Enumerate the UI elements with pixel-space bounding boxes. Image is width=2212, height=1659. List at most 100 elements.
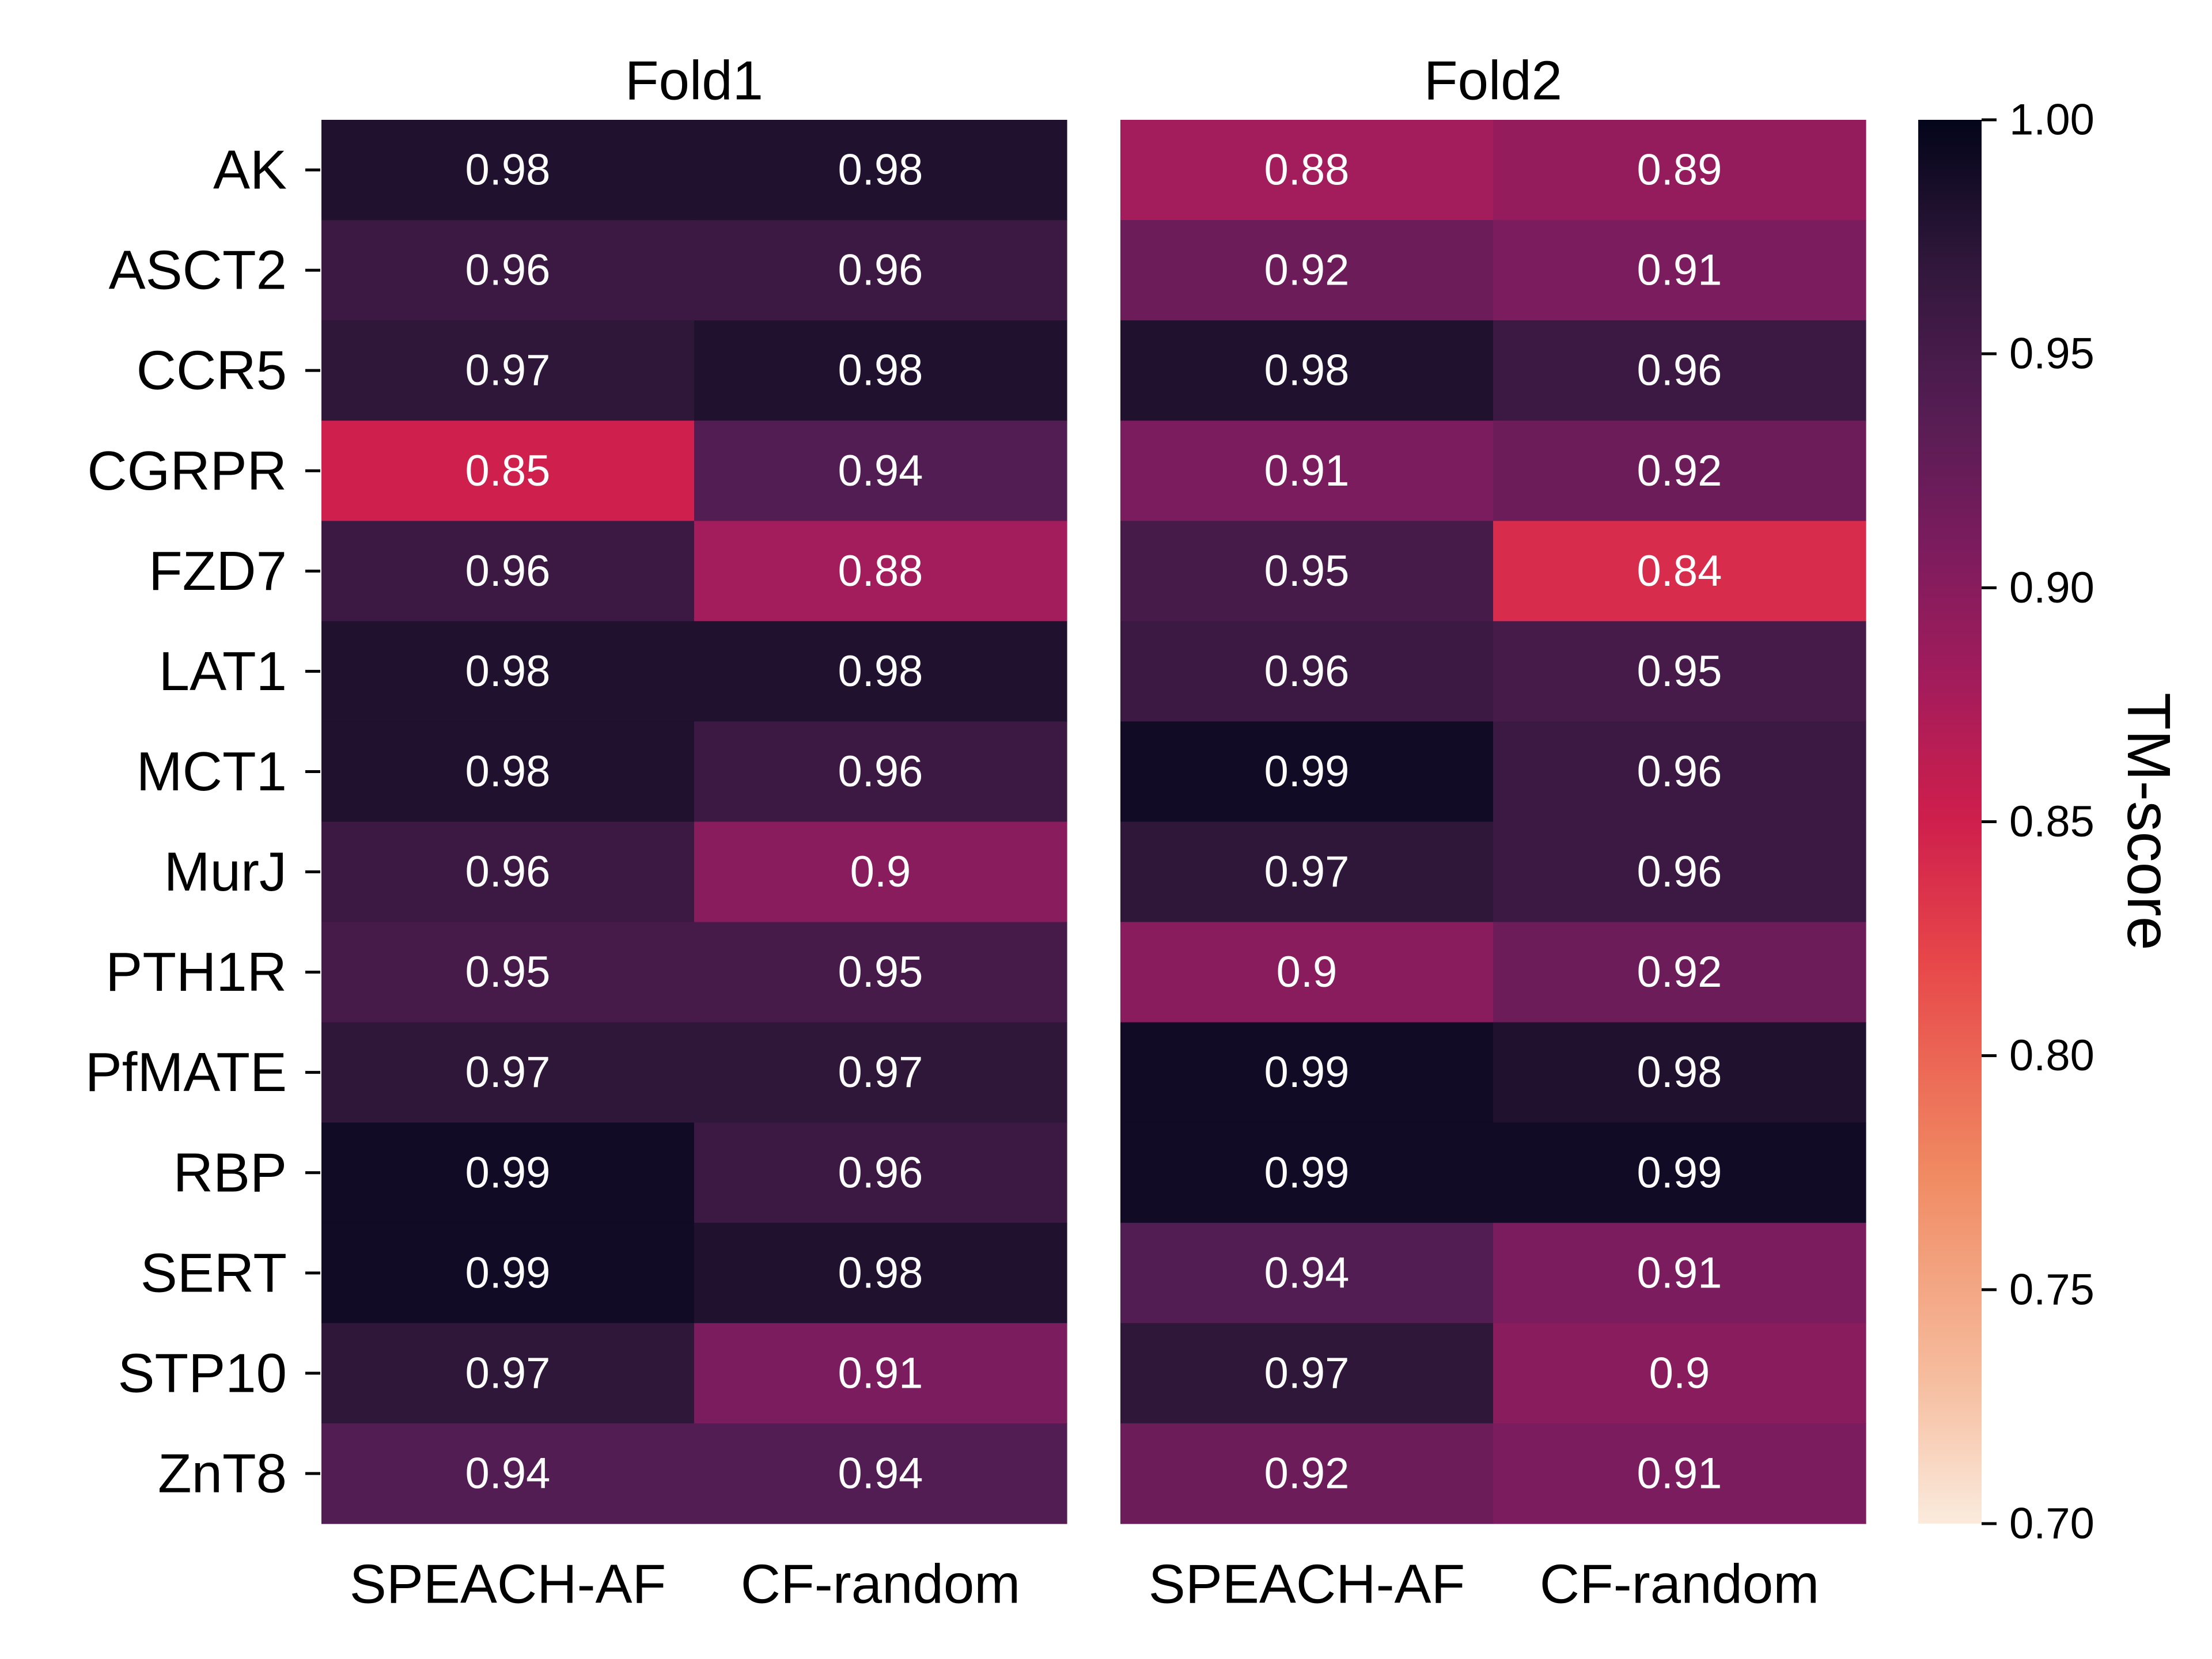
row-label: SERT: [141, 1242, 287, 1304]
heatmap-cell: [1120, 220, 1494, 321]
cell-value-label: 0.94: [465, 1449, 551, 1498]
cell-value-label: 0.96: [1637, 847, 1722, 896]
panel-fold1: 0.98 0.98 0.96 0.96 0.97 0.98 0.85 0.94 0.96 0.88…: [321, 50, 1067, 1615]
cell-value-label: 0.96: [838, 747, 923, 796]
heatmap-cell: [1493, 1323, 1866, 1424]
heatmap-cell: [694, 320, 1067, 421]
heatmap-cell: [1120, 521, 1494, 622]
heatmap-cell: [321, 1323, 695, 1424]
row-label: FZD7: [149, 540, 287, 602]
heatmap-cell: [321, 1122, 695, 1224]
heatmap-cell: [694, 521, 1067, 622]
row-label: LAT1: [159, 641, 287, 702]
cell-value-label: 0.95: [1264, 547, 1350, 596]
cell-value-label: 0.92: [1637, 948, 1722, 997]
cell-value-label: 0.98: [1264, 346, 1350, 395]
heatmap-cell: [321, 220, 695, 321]
cell-value-label: 0.97: [1264, 1349, 1350, 1397]
heatmap-cell: [1493, 521, 1866, 622]
column-label: SPEACH-AF: [350, 1554, 666, 1615]
cell-value-label: 0.99: [465, 1248, 551, 1297]
cell-value-label: 0.98: [465, 647, 551, 696]
heatmap-cell: [321, 320, 695, 421]
cell-value-label: 0.98: [838, 647, 923, 696]
heatmap-cell: [321, 721, 695, 823]
cell-value-label: 0.9: [1649, 1349, 1710, 1397]
heatmap-panels: 0.98 0.98 0.96 0.96 0.97 0.98 0.85 0.94 0.96 0.88…: [321, 50, 1866, 1615]
heatmap-cell: [694, 120, 1067, 221]
cell-value-label: 0.94: [838, 1449, 923, 1498]
heatmap-cell: [1120, 1222, 1494, 1324]
colorbar-gradient: [1918, 120, 1982, 1524]
cell-value-label: 0.98: [838, 346, 923, 395]
cell-value-label: 0.94: [838, 446, 923, 495]
colorbar-ticks: 0.70 0.75 0.80 0.85 0.90 0.95 1.00: [1982, 96, 2094, 1548]
cell-value-label: 0.92: [1264, 1449, 1350, 1498]
heatmap-cell: [694, 821, 1067, 923]
heatmap-cell: [1120, 1423, 1494, 1524]
heatmap-cell: [1493, 1122, 1866, 1224]
colorbar-tick-label: 1.00: [2009, 96, 2094, 145]
cell-value-label: 0.97: [1264, 847, 1350, 896]
cell-value-label: 0.96: [838, 246, 923, 295]
heatmap-cell: [1493, 922, 1866, 1023]
cell-value-label: 0.88: [1264, 146, 1350, 195]
heatmap-cell: [694, 220, 1067, 321]
row-label: ZnT8: [158, 1442, 287, 1504]
row-label: PTH1R: [105, 941, 287, 1003]
cell-value-label: 0.91: [838, 1349, 923, 1397]
heatmap-cell: [1493, 721, 1866, 823]
row-label: STP10: [118, 1342, 287, 1404]
cell-value-label: 0.99: [465, 1148, 551, 1197]
row-label: MurJ: [164, 841, 287, 903]
cell-value-label: 0.91: [1637, 246, 1722, 295]
heatmap-cell: [1493, 1022, 1866, 1123]
heatmap-cell: [1120, 922, 1494, 1023]
heatmap-cell: [1493, 1423, 1866, 1524]
colorbar-tick-label: 0.85: [2009, 797, 2094, 846]
column-label: CF-random: [741, 1554, 1020, 1615]
row-labels: AK ASCT2 CCR5 CGRPR FZD7 LAT1 MCT1 MurJ PTH1R PfM…: [85, 139, 320, 1504]
heatmap-cell: [1120, 1022, 1494, 1123]
heatmap-cell: [694, 1122, 1067, 1224]
cell-value-label: 0.98: [1637, 1048, 1722, 1097]
column-label: CF-random: [1540, 1554, 1819, 1615]
heatmap-cell: [1120, 320, 1494, 421]
heatmap-cell: [321, 1022, 695, 1123]
cell-value-label: 0.84: [1637, 547, 1722, 596]
column-label: SPEACH-AF: [1149, 1554, 1465, 1615]
cell-value-label: 0.96: [465, 847, 551, 896]
cell-value-label: 0.91: [1264, 446, 1350, 495]
colorbar-tick-label: 0.70: [2009, 1499, 2094, 1548]
cell-value-label: 0.99: [1264, 1148, 1350, 1197]
heatmap-cell: [1493, 821, 1866, 923]
heatmap-cell: [1120, 821, 1494, 923]
cell-value-label: 0.92: [1637, 446, 1722, 495]
heatmap-cell: [1493, 220, 1866, 321]
heatmap-cell: [1120, 421, 1494, 521]
heatmap-cell: [1493, 421, 1866, 521]
heatmap-cell: [1493, 120, 1866, 221]
cell-value-label: 0.98: [465, 146, 551, 195]
heatmap-cell: [321, 1423, 695, 1524]
cell-value-label: 0.85: [465, 446, 551, 495]
cell-value-label: 0.96: [1264, 647, 1350, 696]
heatmap-cell: [694, 1423, 1067, 1524]
cell-value-label: 0.9: [850, 847, 911, 896]
row-label: MCT1: [137, 741, 287, 802]
heatmap-cell: [1493, 1222, 1866, 1324]
heatmap-cell: [1120, 621, 1494, 722]
cell-value-label: 0.95: [1637, 647, 1722, 696]
panel-title: Fold2: [1424, 50, 1562, 112]
heatmap-cell: [321, 821, 695, 923]
heatmap-cell: [694, 421, 1067, 521]
heatmap-cell: [1493, 621, 1866, 722]
colorbar-tick-label: 0.75: [2009, 1265, 2094, 1314]
heatmap-cell: [321, 1222, 695, 1324]
heatmap-cell: [1120, 721, 1494, 823]
cell-value-label: 0.92: [1264, 246, 1350, 295]
heatmap-cell: [321, 521, 695, 622]
cell-value-label: 0.96: [1637, 346, 1722, 395]
cell-value-label: 0.91: [1637, 1449, 1722, 1498]
